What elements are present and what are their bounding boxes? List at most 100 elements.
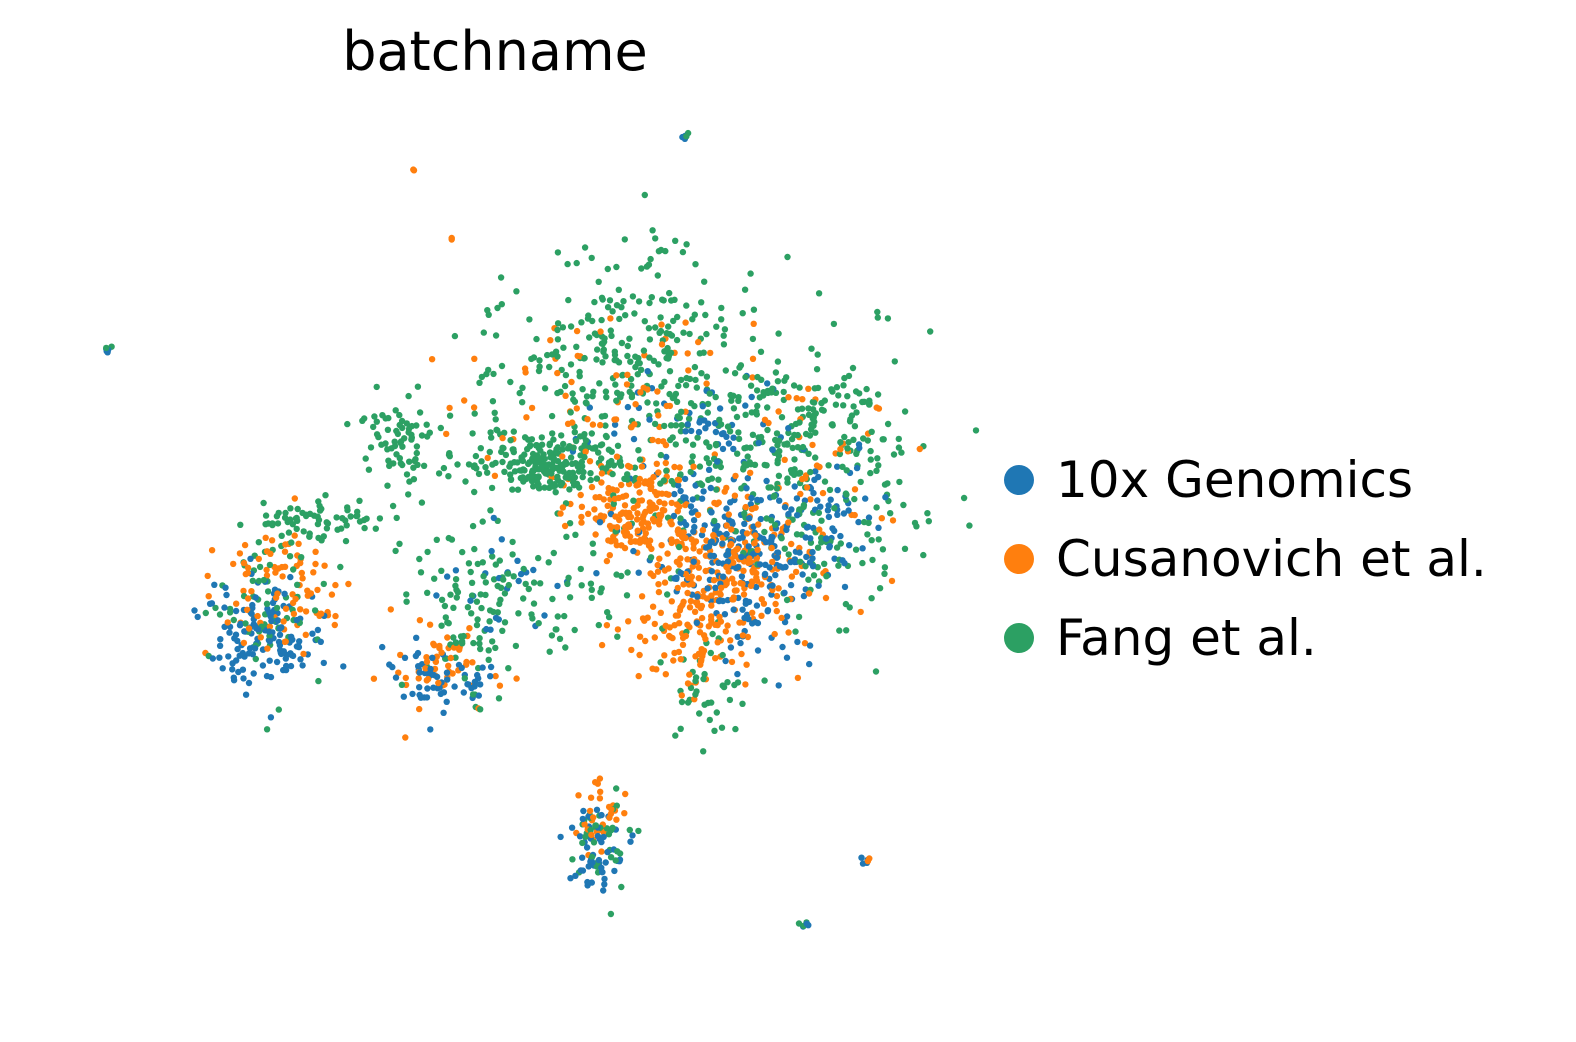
scatter-point bbox=[444, 573, 451, 580]
scatter-point bbox=[739, 606, 746, 613]
scatter-point bbox=[473, 598, 481, 605]
scatter-point bbox=[787, 558, 794, 566]
scatter-point bbox=[431, 642, 438, 649]
scatter-point bbox=[652, 235, 659, 242]
scatter-point bbox=[651, 634, 658, 641]
scatter-point bbox=[535, 554, 542, 562]
legend-label: 10x Genomics bbox=[1056, 450, 1414, 509]
scatter-point bbox=[545, 559, 552, 566]
scatter-point bbox=[647, 485, 654, 492]
scatter-point bbox=[793, 531, 801, 538]
scatter-point bbox=[269, 520, 276, 527]
scatter-point bbox=[867, 456, 874, 463]
scatter-point bbox=[830, 320, 838, 328]
scatter-point bbox=[746, 515, 753, 522]
scatter-point bbox=[485, 656, 492, 663]
scatter-point bbox=[511, 459, 518, 466]
scatter-point bbox=[447, 654, 454, 662]
scatter-point bbox=[568, 378, 575, 386]
scatter-point bbox=[626, 335, 633, 342]
scatter-point bbox=[612, 537, 619, 545]
scatter-point bbox=[689, 441, 697, 448]
scatter-point bbox=[674, 313, 681, 321]
scatter-point bbox=[749, 355, 757, 362]
scatter-point bbox=[570, 444, 577, 451]
scatter-point bbox=[720, 573, 727, 580]
scatter-point bbox=[397, 651, 404, 659]
scatter-point bbox=[536, 357, 543, 364]
scatter-point bbox=[852, 388, 860, 395]
scatter-point bbox=[424, 685, 431, 692]
scatter-point bbox=[778, 535, 785, 542]
scatter-point bbox=[554, 444, 561, 451]
scatter-point bbox=[458, 664, 465, 672]
scatter-point bbox=[645, 542, 653, 549]
scatter-point bbox=[836, 627, 843, 634]
scatter-point bbox=[600, 513, 608, 520]
scatter-point bbox=[681, 475, 689, 483]
scatter-point bbox=[581, 821, 588, 828]
scatter-point bbox=[494, 609, 501, 616]
scatter-point bbox=[733, 587, 740, 594]
scatter-point bbox=[241, 541, 249, 549]
scatter-point bbox=[896, 478, 903, 486]
scatter-point bbox=[781, 456, 788, 463]
scatter-point bbox=[646, 499, 653, 506]
scatter-point bbox=[671, 463, 678, 471]
scatter-point bbox=[724, 423, 732, 430]
scatter-point bbox=[790, 471, 798, 478]
scatter-point bbox=[239, 649, 246, 657]
scatter-point bbox=[690, 545, 697, 552]
scatter-point bbox=[504, 570, 512, 577]
scatter-point bbox=[464, 604, 472, 611]
scatter-point bbox=[727, 637, 734, 644]
scatter-point bbox=[515, 610, 522, 617]
scatter-point bbox=[694, 593, 701, 600]
scatter-point bbox=[653, 400, 660, 407]
scatter-point bbox=[638, 463, 646, 470]
scatter-point bbox=[765, 484, 772, 491]
scatter-point bbox=[593, 356, 600, 363]
scatter-point bbox=[748, 393, 755, 401]
scatter-point bbox=[563, 460, 570, 468]
scatter-point bbox=[677, 376, 685, 384]
scatter-point bbox=[469, 522, 477, 530]
scatter-point bbox=[519, 457, 527, 465]
scatter-point bbox=[361, 524, 368, 532]
scatter-point bbox=[587, 476, 594, 484]
scatter-point bbox=[611, 416, 618, 423]
scatter-point bbox=[598, 864, 605, 871]
scatter-point bbox=[753, 577, 761, 584]
scatter-point bbox=[668, 598, 675, 605]
scatter-point bbox=[590, 839, 598, 846]
scatter-point bbox=[191, 607, 198, 614]
scatter-point bbox=[647, 554, 655, 561]
scatter-point bbox=[873, 404, 880, 411]
scatter-point bbox=[497, 596, 504, 603]
scatter-point bbox=[739, 310, 746, 317]
scatter-point bbox=[521, 467, 528, 474]
scatter-point bbox=[776, 497, 783, 504]
scatter-point bbox=[781, 545, 788, 552]
scatter-point bbox=[728, 518, 736, 525]
scatter-point bbox=[747, 501, 754, 508]
scatter-point bbox=[560, 344, 567, 351]
scatter-point bbox=[833, 384, 841, 391]
scatter-point bbox=[901, 545, 909, 552]
scatter-point bbox=[302, 511, 310, 518]
scatter-point bbox=[660, 297, 667, 304]
scatter-point bbox=[746, 555, 753, 562]
scatter-point bbox=[745, 615, 752, 623]
scatter-point bbox=[584, 315, 592, 322]
scatter-point bbox=[747, 382, 755, 389]
scatter-point bbox=[841, 560, 848, 567]
scatter-point bbox=[644, 386, 651, 393]
scatter-point bbox=[509, 486, 516, 493]
scatter-point bbox=[375, 433, 382, 441]
scatter-point bbox=[552, 489, 559, 496]
scatter-point bbox=[612, 381, 619, 388]
scatter-point bbox=[719, 540, 726, 547]
scatter-point bbox=[511, 468, 519, 475]
scatter-point bbox=[205, 593, 212, 600]
scatter-point bbox=[480, 329, 487, 336]
